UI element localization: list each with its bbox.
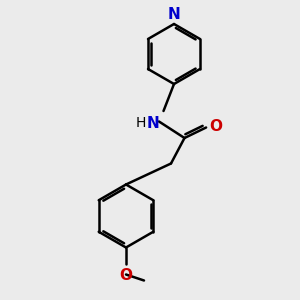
Text: O: O [209,118,222,134]
Text: N: N [147,116,160,130]
Text: O: O [119,268,133,283]
Text: H: H [136,116,146,130]
Text: N: N [168,7,180,22]
